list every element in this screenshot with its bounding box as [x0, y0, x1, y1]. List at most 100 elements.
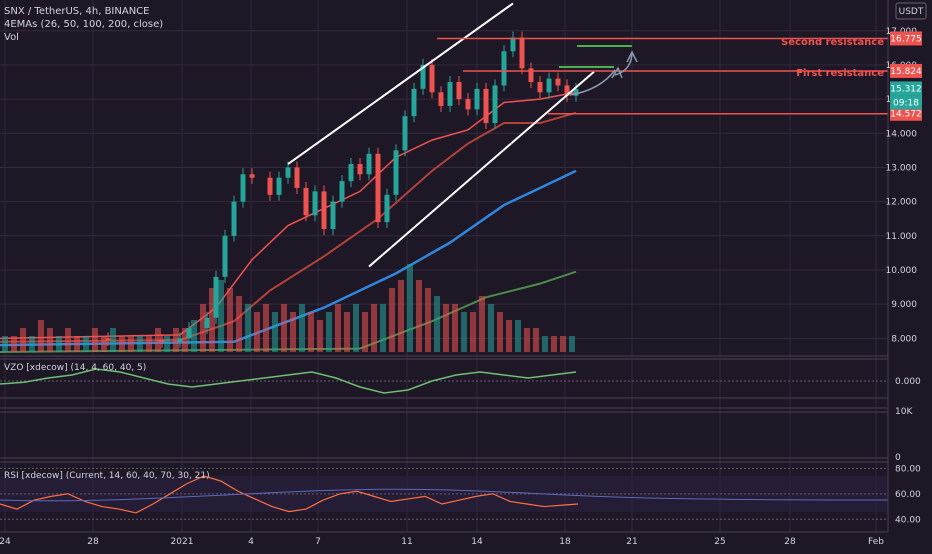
volume-bar: [371, 304, 377, 352]
volume-bar: [524, 328, 530, 352]
countdown-tag-bg: [890, 95, 922, 110]
candle-body: [501, 51, 507, 86]
volume-bar: [461, 312, 467, 352]
volume-bar: [344, 312, 350, 352]
candle-body: [546, 78, 552, 93]
volume-bar: [110, 328, 116, 352]
volume-bar: [326, 312, 332, 352]
volume-bar: [146, 336, 152, 352]
projection-arrow-head: [611, 66, 623, 79]
candle-body: [573, 88, 579, 96]
candle-body: [213, 276, 219, 318]
candle-body: [294, 167, 300, 188]
vzo-axis-label: 0.000: [895, 377, 921, 387]
volume-bar: [92, 328, 98, 352]
price-tick-label: 9.000: [891, 300, 917, 310]
candle-body: [303, 187, 309, 216]
volume-bar: [308, 312, 314, 352]
candle-body: [105, 338, 111, 341]
last-price-tag: 15.312: [890, 84, 922, 94]
volume-bar: [191, 320, 197, 352]
countdown-tag: 09:18: [893, 98, 919, 108]
volume-bar: [83, 336, 89, 352]
volume-bar: [227, 288, 233, 352]
volume-bar: [560, 336, 566, 352]
price-axis[interactable]: 8.000 9.000 10.000 11.000 12.000 13.000 14.000…: [886, 0, 923, 532]
volume-bar: [470, 312, 476, 352]
rsi-line: [0, 475, 579, 514]
volume-bar: [506, 320, 512, 352]
candle-body: [420, 64, 426, 89]
volume-bar: [263, 304, 269, 352]
candle-body: [222, 235, 228, 277]
vzo-label[interactable]: VZO [xdecow] (14, 4, 60, 40, 5): [4, 363, 146, 373]
symbol-title[interactable]: SNX / TetherUS, 4h, BINANCE: [4, 6, 149, 17]
volume-bar: [38, 320, 44, 352]
candle-body: [330, 201, 336, 229]
volume-bar: [164, 336, 170, 352]
candle-body: [402, 116, 408, 151]
volume-bar: [515, 320, 521, 352]
grid: [0, 0, 888, 532]
rsi-tick-label: 60.00: [895, 490, 921, 500]
volume-bar: [65, 328, 71, 352]
date-tick-label: 28: [87, 537, 99, 547]
price-tick-label: 14.000: [886, 129, 918, 139]
candle-body: [285, 167, 291, 178]
candle-body: [339, 181, 345, 202]
volume-bar: [254, 312, 260, 352]
date-tick-label: 28: [784, 537, 796, 547]
date-tick-label: 7: [315, 537, 321, 547]
volume-bar: [47, 328, 53, 352]
candle-body: [249, 174, 255, 178]
vol-panel-tick: 10K: [895, 407, 913, 417]
volume-bar: [209, 288, 215, 352]
volume-bar: [281, 304, 287, 352]
date-tick-label: 21: [626, 537, 637, 547]
volume-bar: [398, 280, 404, 352]
first-resistance-tag: 15.824: [890, 67, 922, 77]
volume-bar: [155, 328, 161, 352]
candle-body: [231, 201, 237, 236]
channel-upper-line: [287, 2, 514, 165]
volume-bar: [272, 312, 278, 352]
candle-body: [510, 37, 516, 52]
currency-label: USDT: [899, 7, 924, 17]
date-tick-label: 4: [248, 537, 254, 547]
candle-body: [438, 92, 444, 106]
candle-body: [186, 328, 192, 339]
support-tag: 14.572: [890, 110, 922, 120]
candle-body: [564, 85, 570, 96]
second-resistance-tag: 16.775: [890, 34, 922, 44]
time-axis[interactable]: 24 28 2021 4 7 11 14 18 21 25 28 Feb: [0, 537, 884, 547]
first-resistance-label: First resistance: [796, 68, 884, 79]
candle-body: [555, 78, 561, 86]
currency-badge[interactable]: [895, 2, 927, 20]
rsi-label[interactable]: RSI [xdecow] (Current, 14, 60, 40, 70, 3…: [4, 471, 210, 481]
second-resistance-tag-bg: [890, 31, 922, 46]
support-tag-bg: [890, 106, 922, 121]
vol-panel-tick: 0: [895, 453, 901, 463]
candle-body: [492, 85, 498, 124]
date-tick-label: Feb: [868, 537, 884, 547]
candle-body: [528, 68, 534, 83]
projection-arrow: [569, 69, 616, 96]
volume-bar: [173, 328, 179, 352]
volume-indicator-label[interactable]: Vol: [4, 32, 19, 43]
candle-body: [204, 317, 210, 329]
candle-body: [177, 338, 183, 342]
date-tick-label: 2021: [171, 537, 194, 547]
volume-bar: [74, 336, 80, 352]
volume-bar: [434, 296, 440, 352]
volume-bar: [488, 304, 494, 352]
volume-bar: [299, 304, 305, 352]
volume-bar: [479, 296, 485, 352]
ema-indicator-label[interactable]: 4EMAs (26, 50, 100, 200, close): [4, 19, 163, 30]
candle-body: [321, 191, 327, 229]
rsi-signal-line: [0, 488, 889, 502]
volume-bar: [335, 304, 341, 352]
price-tick-label: 12.000: [886, 198, 918, 208]
volume-bar: [29, 336, 35, 352]
